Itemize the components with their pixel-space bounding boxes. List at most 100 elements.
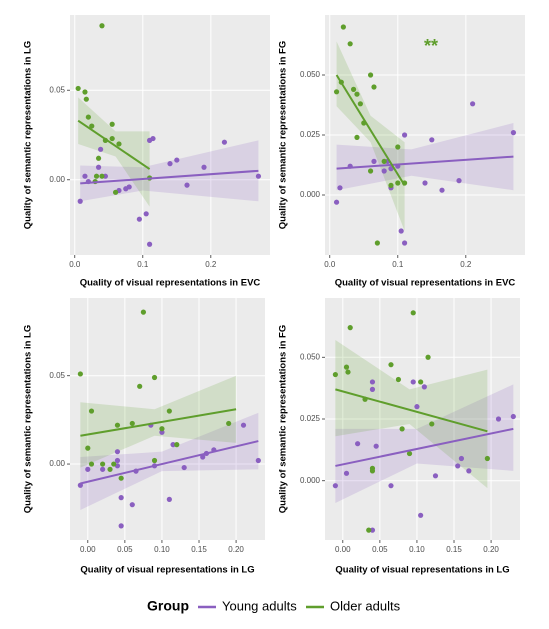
point [456,178,462,184]
legend-label: Older adults [330,598,401,613]
x-tick-label: 0.00 [80,545,96,554]
point [85,114,91,120]
point [354,134,360,140]
point [333,199,340,205]
point [116,141,122,147]
point [369,379,376,385]
point [100,466,106,472]
x-axis-label: Quality of visual representations in LG [335,565,509,576]
point [93,173,100,179]
point [395,144,401,150]
point [174,157,180,163]
point [418,379,424,385]
confidence-band [336,123,514,191]
point [184,182,190,188]
y-tick-label: 0.025 [300,130,321,139]
point [240,422,247,428]
x-axis-label: Quality of visual representations in EVC [335,278,516,289]
point [374,240,380,246]
point [373,443,379,449]
point [484,455,490,462]
point [401,132,408,138]
y-tick-label: 0.025 [300,414,321,423]
point [371,84,377,90]
point [369,465,376,471]
point [95,164,102,170]
x-tick-label: 0.15 [191,545,207,554]
point [381,158,387,164]
fit-line [335,74,406,186]
point [510,130,517,136]
point [126,184,132,190]
point [226,420,232,427]
point [174,442,180,448]
point [350,86,357,92]
x-tick-label: 0.0 [69,260,81,269]
point [399,426,405,432]
point [200,454,206,460]
point [406,450,413,457]
y-tick-label: 0.050 [300,352,321,361]
x-tick-label: 0.00 [335,545,351,554]
point [395,180,401,186]
x-tick-label: 0.05 [372,545,388,554]
y-axis-label: Quality of semantic representations in F… [278,41,289,229]
point [114,449,121,455]
point [495,416,502,422]
point [398,228,404,234]
point [82,173,88,179]
point [89,123,95,129]
point [151,374,158,381]
fit-line [335,388,488,433]
point [111,461,117,467]
annotation: ** [424,36,438,56]
point [221,139,228,145]
point [347,325,353,331]
point [109,135,115,142]
confidence-band [80,140,259,202]
point [112,189,119,195]
fit-line [336,155,514,170]
point [422,180,428,186]
point [510,413,516,420]
point [201,164,207,170]
x-tick-label: 0.20 [483,545,499,554]
x-tick-label: 0.05 [117,545,133,554]
point [355,441,361,447]
point [425,354,431,360]
fit-line [77,119,151,170]
point [99,23,105,29]
point [388,483,394,489]
point [159,426,165,432]
x-tick-label: 0.0 [324,260,336,269]
point [381,168,387,174]
point [418,512,424,518]
point [332,371,338,378]
plot-background [70,15,270,255]
point [118,475,124,481]
point [85,445,91,451]
y-tick-label: 0.000 [300,190,321,199]
point [337,185,343,191]
y-tick-label: 0.000 [300,476,321,485]
x-tick-label: 0.2 [460,260,472,269]
point [410,379,416,385]
point [333,89,340,95]
point [114,457,121,464]
point [470,101,476,107]
point [369,386,376,392]
point [170,442,176,448]
point [137,383,143,389]
point [345,369,351,375]
x-tick-label: 0.1 [392,260,404,269]
point [347,41,353,47]
point [109,121,115,127]
y-tick-label: 0.05 [49,371,65,380]
point [388,182,394,188]
point [414,404,420,410]
point [100,461,106,467]
point [166,408,172,414]
x-axis-label: Quality of visual representations in LG [80,565,254,576]
fit-line [335,427,514,467]
point [146,241,153,247]
